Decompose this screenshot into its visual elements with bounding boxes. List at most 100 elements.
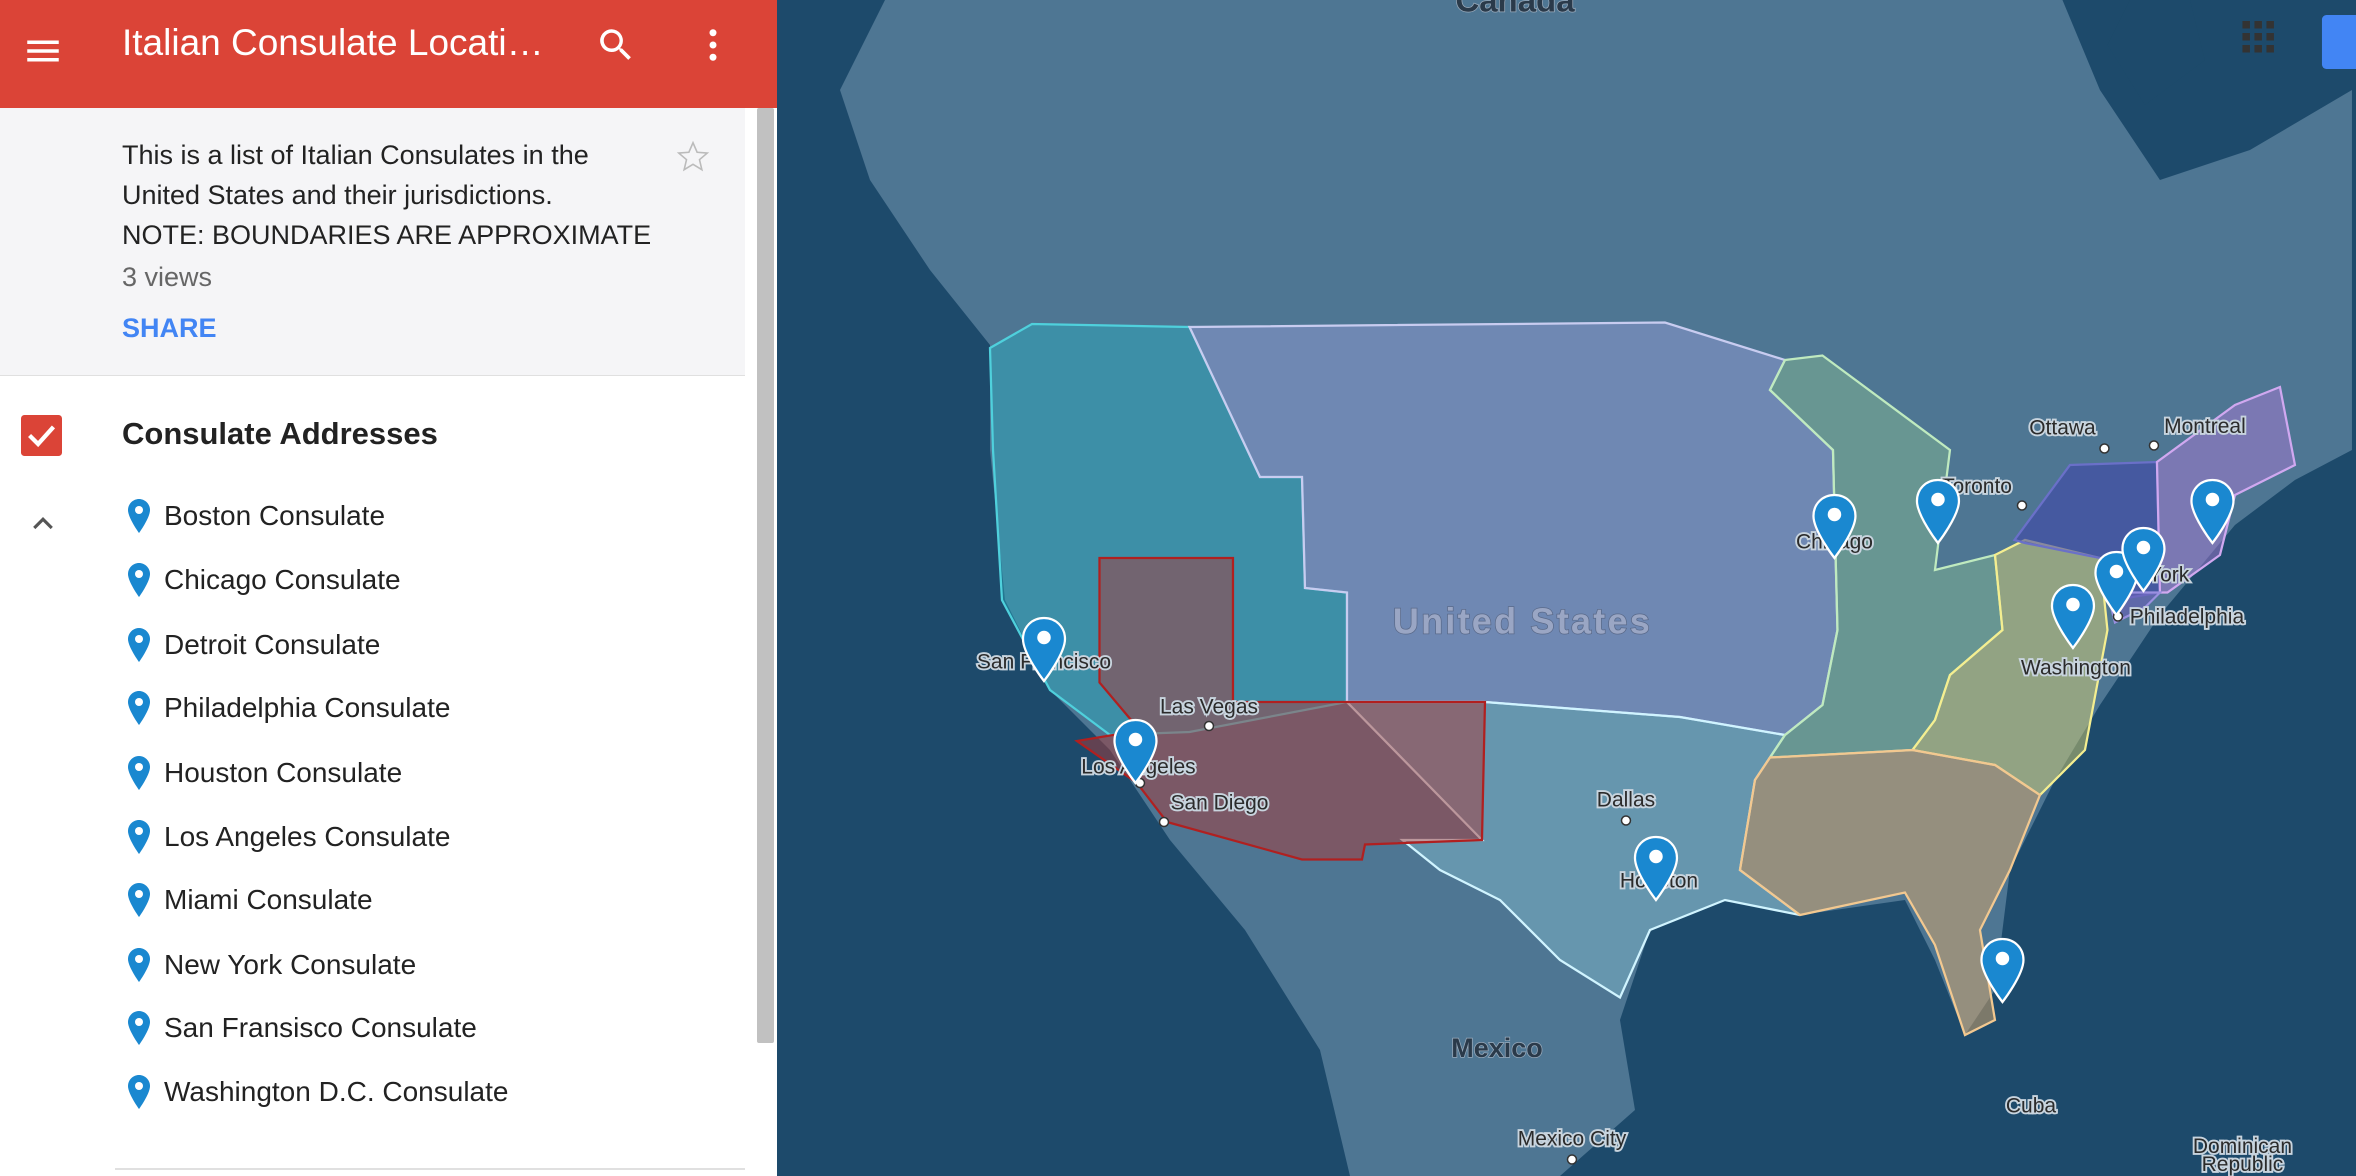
marker[interactable]	[1113, 718, 1158, 785]
place-label: Montreal	[2164, 415, 2246, 438]
marker-dot	[1827, 507, 1842, 522]
item-label: Philadelphia Consulate	[164, 692, 451, 723]
place-label: Dallas	[1597, 789, 1655, 812]
more-icon[interactable]	[692, 24, 734, 66]
place-label: Cuba	[2006, 1095, 2056, 1118]
marker-shape	[2050, 583, 2096, 650]
marker-dot	[2109, 564, 2124, 579]
marker-dot	[1128, 732, 1143, 747]
place-label: Las Vegas	[1160, 696, 1258, 719]
city-dot	[2148, 440, 2160, 451]
views: 3 views	[122, 262, 213, 292]
marker[interactable]	[1633, 835, 1679, 902]
marker-dot	[1995, 951, 2010, 966]
marker[interactable]	[2121, 526, 2166, 593]
marker-shape	[2121, 526, 2166, 593]
menu-icon[interactable]	[22, 30, 64, 72]
pin-icon	[128, 948, 150, 982]
city-dot	[1158, 816, 1170, 828]
map-title: Italian Consulate Locati…	[122, 22, 544, 63]
layer-item[interactable]: Philadelphia Consulate	[128, 683, 450, 733]
pin-icon	[128, 1011, 150, 1045]
item-label: New York Consulate	[164, 949, 417, 980]
city-dot	[1620, 815, 1632, 826]
sign-in-button[interactable]	[2321, 15, 2356, 69]
marker-shape	[1113, 718, 1158, 785]
marker-dot	[2066, 597, 2080, 612]
layer-item[interactable]: Chicago Consulate	[128, 555, 401, 605]
item-label: Miami Consulate	[164, 884, 373, 915]
place-label: Ottawa	[2029, 417, 2096, 440]
place-label: Mexico City	[1518, 1128, 1627, 1151]
city-dot	[2099, 443, 2110, 454]
scrollbar[interactable]	[757, 108, 774, 1043]
pin-icon	[128, 499, 150, 533]
marker-shape	[1812, 493, 1857, 560]
item-label: Los Angeles Consulate	[164, 821, 451, 852]
marker-shape	[1633, 835, 1679, 902]
marker-shape	[1915, 478, 1961, 545]
pin-icon	[128, 756, 150, 790]
city-dot	[2016, 500, 2028, 511]
layer-item[interactable]: Houston Consulate	[128, 748, 402, 798]
star-icon[interactable]	[674, 138, 712, 176]
marker[interactable]	[2050, 583, 2096, 650]
item-label: San Fransisco Consulate	[164, 1012, 477, 1043]
pin-icon	[128, 563, 150, 597]
place-label: Dominican	[2193, 1135, 2292, 1158]
bay	[2107, 0, 2205, 105]
marker[interactable]	[1021, 616, 1067, 683]
marker-shape	[1980, 937, 2025, 1004]
description: This is a list of Italian Consulates in …	[0, 108, 745, 376]
marker[interactable]	[1812, 493, 1857, 560]
pin-icon	[128, 628, 150, 662]
marker[interactable]	[2190, 478, 2235, 545]
pin-icon	[128, 820, 150, 854]
layer-item[interactable]: Boston Consulate	[128, 491, 385, 541]
pin-icon	[128, 691, 150, 725]
place-label: United States	[1393, 600, 1652, 641]
item-label: Washington D.C. Consulate	[164, 1076, 509, 1107]
layer-item[interactable]: San Fransisco Consulate	[128, 1003, 477, 1053]
divider	[115, 1168, 745, 1170]
layer-item[interactable]: Miami Consulate	[128, 875, 373, 925]
pin-icon	[128, 883, 150, 917]
description-line: NOTE: BOUNDARIES ARE APPROXIMATE	[122, 220, 652, 250]
marker-shape	[2190, 478, 2235, 545]
place-label: San Diego	[1170, 792, 1268, 815]
item-label: Houston Consulate	[164, 757, 403, 788]
marker-dot	[2205, 492, 2220, 507]
apps-icon[interactable]	[2242, 21, 2274, 53]
item-label: Chicago Consulate	[164, 564, 401, 595]
layer-item[interactable]: New York Consulate	[128, 940, 416, 990]
jurisdictions	[988, 321, 2297, 1037]
layer-checkbox[interactable]	[21, 415, 62, 456]
marker[interactable]	[2094, 550, 2139, 617]
search-icon[interactable]	[595, 24, 637, 66]
layer-item[interactable]: Los Angeles Consulate	[128, 812, 450, 862]
place-label: Republic	[2202, 1153, 2284, 1176]
share-button[interactable]: SHARE	[122, 313, 217, 343]
place-label: Washington	[2021, 657, 2131, 680]
marker-dot	[1931, 492, 1945, 507]
place-label: Philadelphia	[2130, 606, 2245, 629]
city-dot	[1203, 720, 1215, 732]
sidebar: Italian Consulate Locati… This is a list…	[0, 0, 777, 1176]
marker[interactable]	[1915, 478, 1961, 545]
marker-dot	[2136, 540, 2151, 555]
description-line: This is a list of Italian Consulates in …	[122, 140, 589, 170]
layer-item[interactable]: Detroit Consulate	[128, 620, 380, 670]
layer-item[interactable]: Washington D.C. Consulate	[128, 1067, 508, 1117]
place-label: Mexico	[1451, 1033, 1542, 1063]
pin-icon	[128, 1075, 150, 1109]
item-label: Detroit Consulate	[164, 629, 381, 660]
place-label: Canada	[1455, 0, 1575, 19]
marker[interactable]	[1980, 937, 2025, 1004]
item-label: Boston Consulate	[164, 500, 386, 531]
region[interactable]	[1738, 748, 2042, 1037]
collapse-icon[interactable]	[28, 508, 58, 538]
markers	[1021, 478, 2235, 1004]
city-dot	[1566, 1154, 1578, 1165]
